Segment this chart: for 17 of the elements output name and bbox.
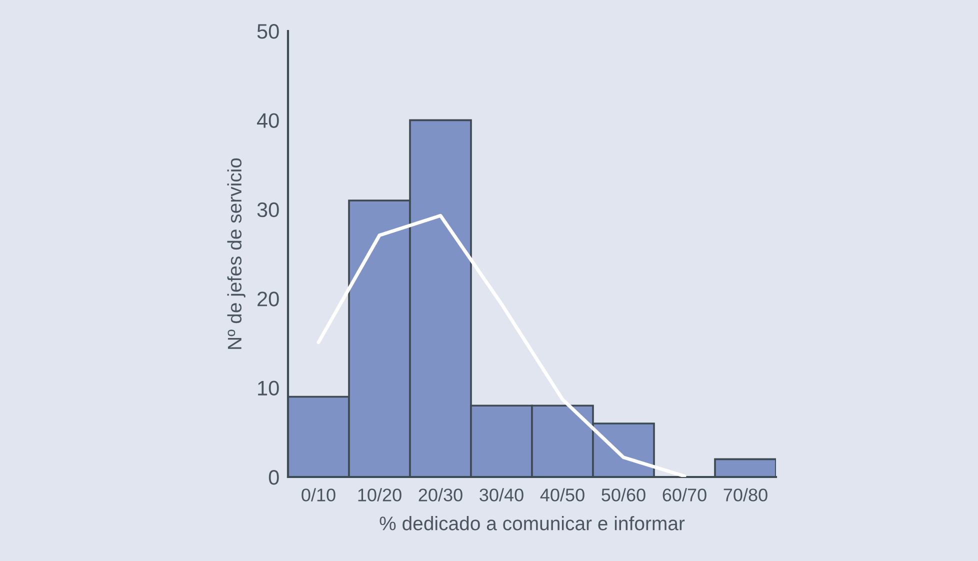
x-tick-label: 50/60	[602, 488, 646, 502]
line-series	[316, 214, 686, 477]
y-tick-label: 30	[257, 202, 279, 218]
y-tick-label: 40	[256, 113, 279, 128]
x-tick-label: 70/80	[724, 488, 768, 502]
y-tick-label: 50	[257, 24, 279, 39]
y-tick-label: 20	[258, 292, 279, 306]
x-tick-label: 40/50	[540, 488, 584, 502]
y-axis-title: Nº de jefes de servicio	[227, 158, 246, 349]
x-tick-label: 20/30	[418, 488, 462, 502]
x-tick-label: 0/10	[302, 488, 336, 502]
y-tick-label: 0	[268, 470, 279, 485]
y-tick-label: 10	[258, 380, 279, 396]
x-axis-title: % dedicado a comunicar e informar	[380, 516, 685, 530]
x-tick-label: 60/70	[662, 488, 706, 502]
x-tick-label: 10/20	[358, 488, 402, 502]
x-tick-label: 30/40	[480, 488, 524, 502]
